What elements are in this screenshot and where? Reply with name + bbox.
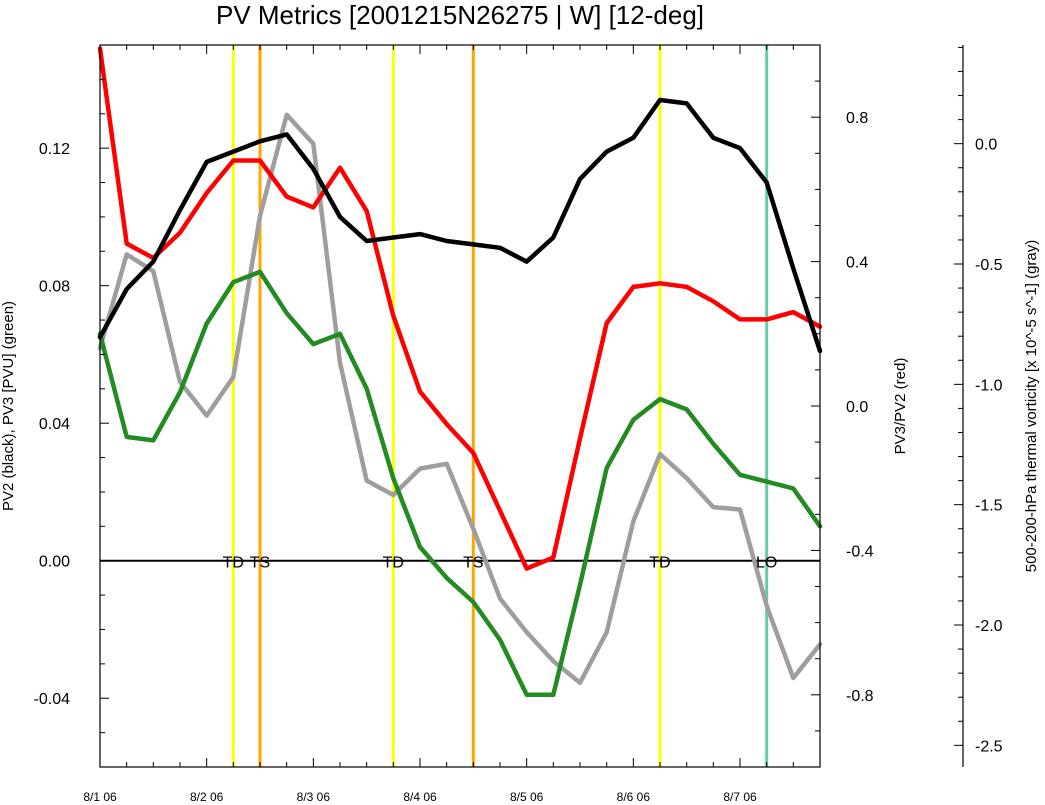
y-right-tick-label: -0.4 <box>846 543 874 560</box>
y-far-right-tick-label: -1.0 <box>975 377 1003 394</box>
y-left-tick-label: 0.00 <box>39 554 70 571</box>
event-lines <box>100 45 820 767</box>
y-far-right-tick-label: 0.0 <box>975 137 997 154</box>
event-label: TS <box>463 555 483 572</box>
chart-title: PV Metrics [2001215N26275 | W] [12-deg] <box>216 0 704 30</box>
y-right-tick-label: 0.0 <box>846 399 868 416</box>
y-axis-label-right: PV3/PV2 (red) <box>892 358 909 455</box>
event-label: TS <box>250 555 270 572</box>
y-right-tick-label: 0.8 <box>846 110 868 127</box>
series-line-pv2 <box>97 97 823 354</box>
event-label: TD <box>383 555 404 572</box>
y-far-right-tick-label: -0.5 <box>975 257 1003 274</box>
x-tick-label: 8/6 06 <box>617 790 651 804</box>
y-left-tick-label: -0.04 <box>34 691 71 708</box>
x-tick-label: 8/3 06 <box>297 790 331 804</box>
y-axis-label-far-right: 500-200-hPa thermal vorticity [x 10^-5 s… <box>1023 240 1040 573</box>
x-tick-label: 8/5 06 <box>510 790 544 804</box>
y-left-tick-label: 0.08 <box>39 279 70 296</box>
event-label: TD <box>223 555 244 572</box>
series-lines <box>97 46 823 698</box>
x-tick-label: 8/2 06 <box>190 790 224 804</box>
y-right-tick-label: -0.8 <box>846 688 874 705</box>
series-line-ratio <box>97 46 823 571</box>
x-tick-label: 8/4 06 <box>403 790 437 804</box>
y-far-right-tick-label: -2.5 <box>975 738 1003 755</box>
event-annotations: TD TS TD TS TD LO <box>223 555 778 572</box>
event-label: TD <box>649 555 670 572</box>
series-line-thermal_vort <box>97 112 823 686</box>
series-line-pv3 <box>97 269 823 698</box>
y-axis-label-left: PV2 (black), PV3 [PVU] (green) <box>0 301 17 511</box>
y-left-tick-label: 0.12 <box>39 141 70 158</box>
event-label: LO <box>756 555 777 572</box>
x-tick-label: 8/1 06 <box>83 790 117 804</box>
x-tick-label: 8/7 06 <box>723 790 757 804</box>
plot-frame <box>99 44 821 768</box>
y-far-right-tick-label: -2.0 <box>975 618 1003 635</box>
y-far-right-tick-label: -1.5 <box>975 498 1003 515</box>
axes: 8/1 06 8/2 06 8/3 06 8/4 06 8/5 06 8/6 06 8/7 … <box>34 44 1003 804</box>
y-right-tick-label: 0.4 <box>846 255 868 272</box>
y-left-tick-label: 0.04 <box>39 416 70 433</box>
